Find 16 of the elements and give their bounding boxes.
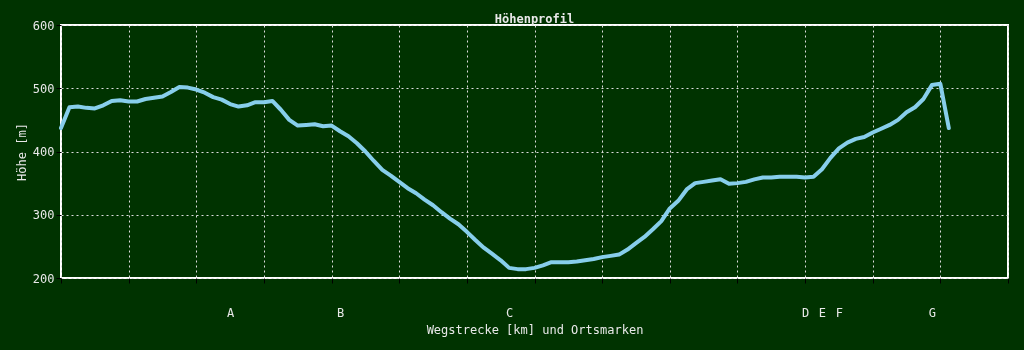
- y-tick-label: 200: [32, 271, 55, 286]
- y-tick-label: 500: [32, 81, 55, 96]
- y-tick-label: 600: [32, 18, 55, 33]
- x-tick-label: F: [835, 305, 844, 320]
- x-tick-label: A: [226, 305, 235, 320]
- x-tick-label: B: [336, 305, 345, 320]
- x-axis-title: Wegstrecke [km] und Ortsmarken: [426, 322, 644, 337]
- y-tick-label: 300: [32, 208, 55, 223]
- x-tick-label: G: [928, 305, 937, 320]
- y-axis-title: Höhe [m]: [14, 123, 29, 181]
- x-tick-label: E: [818, 305, 827, 320]
- x-tick-label: D: [801, 305, 810, 320]
- y-tick-label: 400: [32, 145, 55, 159]
- chart-title: Höhenprofil: [494, 12, 575, 26]
- x-tick-label: C: [506, 305, 514, 320]
- line-series: [59, 81, 951, 272]
